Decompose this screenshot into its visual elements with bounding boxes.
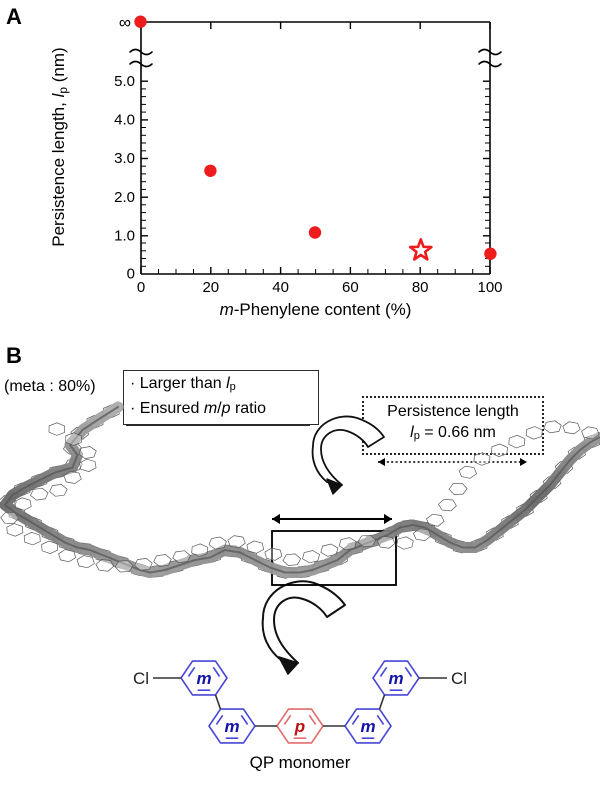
svg-text:m: m	[388, 669, 403, 688]
svg-text:m: m	[224, 717, 239, 736]
svg-text:Cl: Cl	[133, 669, 149, 688]
svg-text:p: p	[294, 717, 305, 736]
svg-text:Cl: Cl	[451, 669, 467, 688]
svg-text:m: m	[360, 717, 375, 736]
svg-text:m: m	[196, 669, 211, 688]
